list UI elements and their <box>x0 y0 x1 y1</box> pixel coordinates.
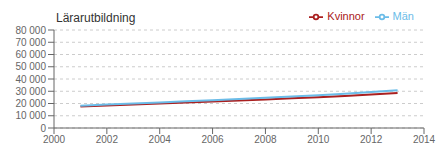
svg-text:40 000: 40 000 <box>15 74 46 85</box>
svg-text:0: 0 <box>40 123 46 134</box>
svg-text:60 000: 60 000 <box>15 49 46 60</box>
svg-text:2012: 2012 <box>360 134 383 145</box>
svg-text:2008: 2008 <box>254 134 277 145</box>
svg-text:70 000: 70 000 <box>15 37 46 48</box>
html-text:Kvinnor: Kvinnor <box>327 10 365 22</box>
html-text:Män: Män <box>392 10 414 22</box>
html-text:Lärarutbildning: Lärarutbildning <box>56 11 136 25</box>
svg-text:10 000: 10 000 <box>15 110 46 121</box>
svg-text:2006: 2006 <box>201 134 224 145</box>
svg-text:2010: 2010 <box>307 134 330 145</box>
svg-text:30 000: 30 000 <box>15 86 46 97</box>
svg-text:2014: 2014 <box>413 134 436 145</box>
svg-text:20 000: 20 000 <box>15 98 46 109</box>
svg-text:80 000: 80 000 <box>15 25 46 36</box>
svg-text:2000: 2000 <box>43 134 66 145</box>
svg-text:2002: 2002 <box>96 134 119 145</box>
svg-text:2004: 2004 <box>149 134 172 145</box>
svg-text:50 000: 50 000 <box>15 61 46 72</box>
